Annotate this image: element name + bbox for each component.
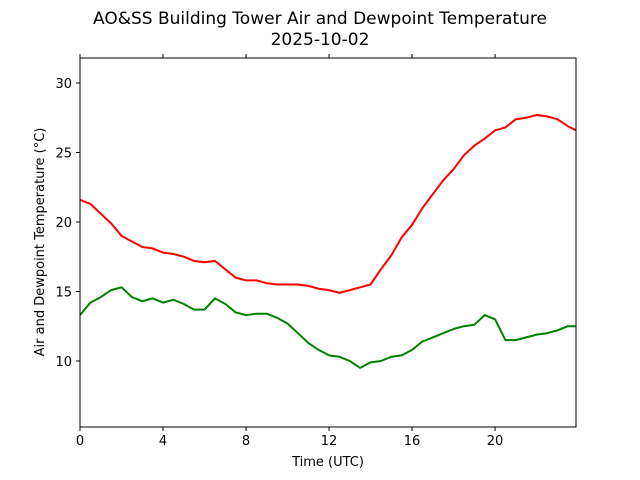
y-tick-label: 10 (55, 355, 72, 370)
y-tick-label: 30 (55, 77, 72, 92)
y-tick-label: 15 (55, 285, 72, 300)
axes-frame (79, 57, 577, 428)
x-tick-label: 12 (321, 434, 338, 449)
chart-subtitle: 2025-10-02 (271, 30, 370, 50)
series-line-0 (79, 114, 577, 294)
y-tick-label: 20 (55, 216, 72, 231)
series-line-1 (79, 286, 576, 369)
x-tick-label: 20 (487, 434, 504, 449)
y-tick-label: 25 (55, 147, 72, 162)
x-tick-label: 4 (159, 434, 167, 449)
x-tick-label: 16 (404, 434, 421, 449)
x-tick-label: 0 (76, 434, 84, 449)
plot-area (79, 114, 577, 369)
x-axis-label: Time (UTC) (291, 455, 364, 470)
x-tick-label: 8 (242, 434, 250, 449)
ticks: 0 4 8 12 16 20 10 15 20 25 30 (55, 54, 503, 449)
y-axis-label: Air and Dewpoint Temperature (°C) (33, 128, 48, 357)
chart-title: AO&SS Building Tower Air and Dewpoint Te… (93, 9, 547, 29)
